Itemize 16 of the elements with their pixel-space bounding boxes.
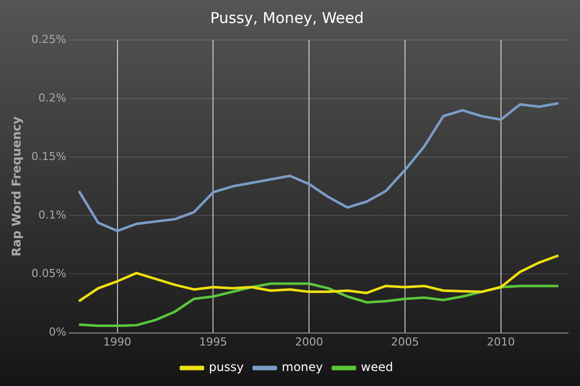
legend-label: weed [360, 360, 394, 374]
y-tick-label: 0% [48, 326, 66, 339]
y-tick-label: 0.15% [31, 150, 66, 163]
y-tick-label: 0.25% [31, 32, 66, 46]
x-tick-label: 2005 [390, 335, 419, 348]
legend-label: money [282, 360, 323, 374]
legend-label: pussy [208, 360, 244, 374]
x-tick-label: 2010 [486, 335, 515, 348]
y-axis-title: Rap Word Frequency [9, 116, 24, 256]
y-tick-label: 0.05% [31, 267, 66, 280]
x-tick-label: 1990 [103, 335, 132, 348]
x-tick-label: 2000 [295, 335, 324, 348]
x-tick-label: 1995 [199, 335, 228, 348]
y-tick-label: 0.2% [38, 91, 66, 104]
chart-title: Pussy, Money, Weed [210, 8, 364, 27]
y-tick-label: 0.1% [38, 208, 66, 222]
